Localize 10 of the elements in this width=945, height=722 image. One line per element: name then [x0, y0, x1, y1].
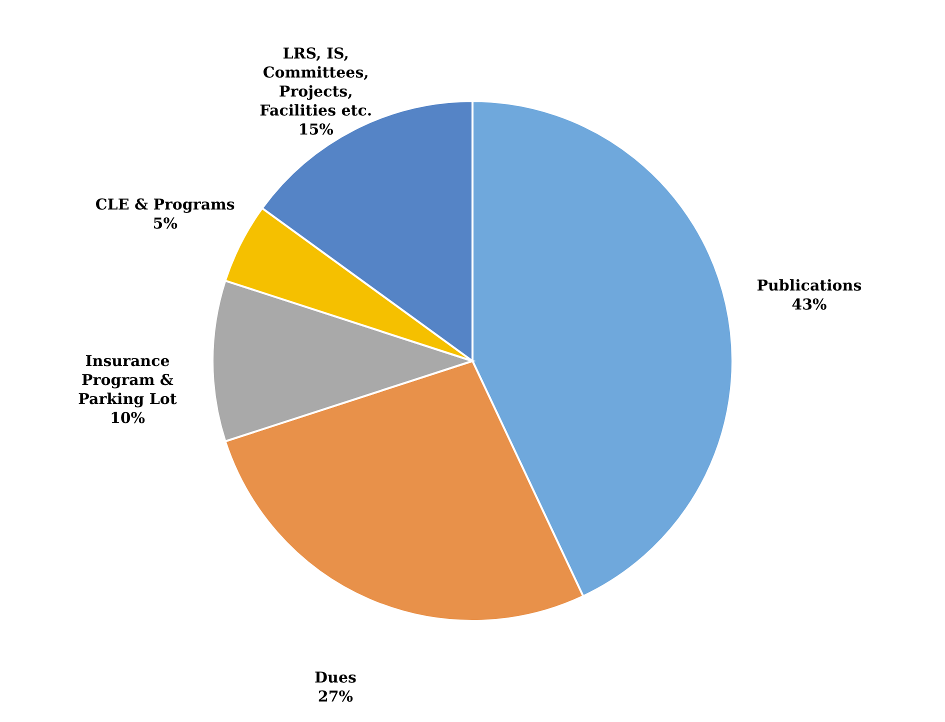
data-label: 10% — [110, 409, 146, 427]
data-label: 27% — [318, 688, 354, 706]
data-label: 43% — [792, 296, 827, 314]
slice-label: CLE & Programs — [95, 195, 235, 214]
data-label: 15% — [298, 120, 334, 139]
slice-label: Publications — [756, 276, 862, 295]
slice-label: Insurance Program & Parking Lot — [78, 352, 177, 408]
slice-label: LRS, IS, Committees, Projects, Facilities etc. — [260, 44, 372, 120]
data-label: 5% — [152, 214, 178, 232]
slice-label: Dues — [314, 668, 356, 687]
